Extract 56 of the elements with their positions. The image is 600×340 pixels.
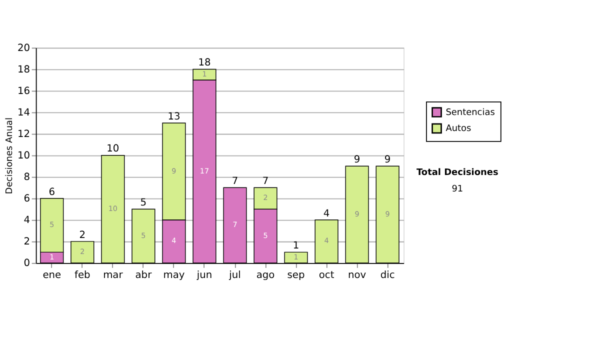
total-label: 4	[323, 208, 330, 220]
text: 91	[452, 184, 464, 194]
x-tick-label: mar	[103, 270, 124, 281]
data-label: 7	[232, 220, 238, 230]
legend-label: Autos	[446, 124, 472, 134]
total-label: 13	[168, 111, 180, 122]
data-label: 4	[172, 236, 177, 246]
data-label: 5	[141, 230, 146, 240]
total-label: 2	[79, 230, 86, 241]
y-tick-label: 14	[18, 107, 30, 118]
total-label: 6	[48, 186, 56, 198]
data-label: 5	[263, 230, 268, 240]
data-label: 9	[354, 209, 360, 218]
x-tick-label: ago	[256, 270, 275, 281]
x-tick-label: nov	[348, 270, 366, 281]
x-tick-label: abr	[135, 270, 153, 281]
x-tick-label: oct	[318, 270, 334, 281]
data-label: 1	[202, 69, 207, 78]
y-tick-label: 18	[18, 64, 30, 76]
total-label: 9	[384, 154, 391, 166]
total-label: 18	[198, 58, 211, 69]
data-label: 4	[324, 236, 330, 246]
x-tick-label: feb	[74, 270, 90, 281]
total-label: 10	[106, 144, 120, 155]
data-label: 10	[108, 204, 118, 213]
data-label: 9	[172, 166, 177, 176]
y-axis-title: Decisiones Anual	[5, 117, 16, 194]
data-label: 2	[80, 246, 85, 256]
y-tick-label: 2	[24, 236, 30, 248]
x-tick-label: may	[163, 270, 185, 281]
total-label: 9	[354, 154, 360, 166]
total-label: 7	[232, 176, 238, 188]
x-tick-label: ene	[42, 270, 62, 281]
data-label: 2	[263, 193, 268, 202]
x-tick-label: jul	[228, 270, 241, 281]
y-tick-label: 8	[24, 172, 30, 183]
data-label: 17	[200, 166, 210, 176]
y-tick-label: 6	[24, 194, 30, 205]
y-tick-label: 10	[18, 150, 30, 162]
text: Total Decisiones	[416, 168, 498, 178]
data-label: 9	[385, 209, 390, 218]
data-label: 1	[50, 252, 54, 262]
y-tick-label: 0	[24, 258, 30, 270]
y-tick-label: 16	[18, 86, 30, 97]
x-tick-label: jun	[196, 270, 212, 281]
data-label: 5	[50, 220, 54, 230]
y-tick-label: 12	[18, 128, 30, 140]
legend-label: Sentencias	[446, 108, 496, 118]
total-label: 1	[292, 240, 300, 252]
y-tick-label: 20	[18, 42, 30, 54]
data-label: 1	[294, 252, 298, 262]
total-label: 7	[262, 176, 269, 188]
y-tick-label: 4	[24, 215, 30, 226]
x-tick-label: dic	[380, 270, 395, 281]
x-tick-label: sep	[287, 270, 305, 281]
total-label: 5	[140, 198, 147, 209]
